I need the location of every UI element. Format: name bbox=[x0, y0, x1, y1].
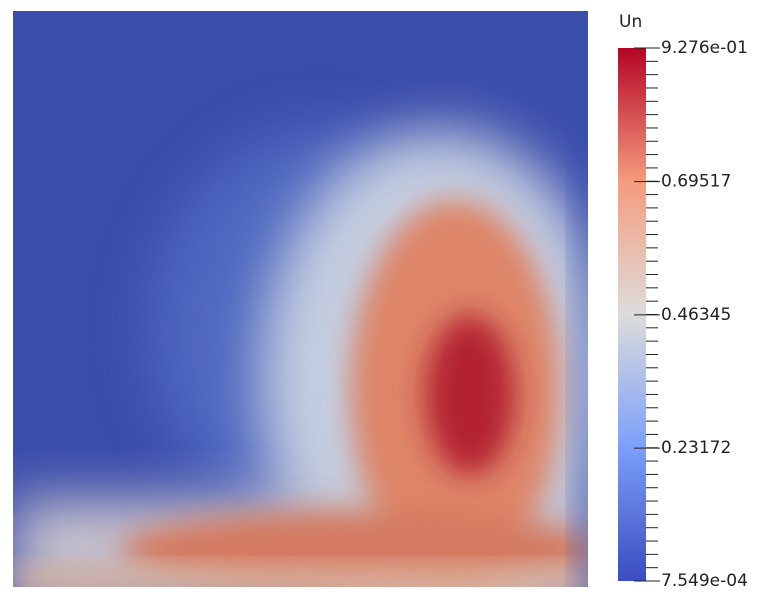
tick-label: 9.276e-01 bbox=[661, 38, 748, 58]
tick-label: 7.549e-04 bbox=[661, 571, 748, 591]
color-bar-ticks: 9.276e-01 0.69517 0.46345 0.23172 7.549e-04 bbox=[634, 38, 748, 591]
tick-label: 0.46345 bbox=[661, 305, 731, 325]
scalar-field bbox=[13, 11, 588, 587]
legend-title: Un bbox=[619, 12, 642, 32]
tick-label: 0.23172 bbox=[661, 438, 731, 458]
tick-label: 0.69517 bbox=[661, 172, 731, 192]
